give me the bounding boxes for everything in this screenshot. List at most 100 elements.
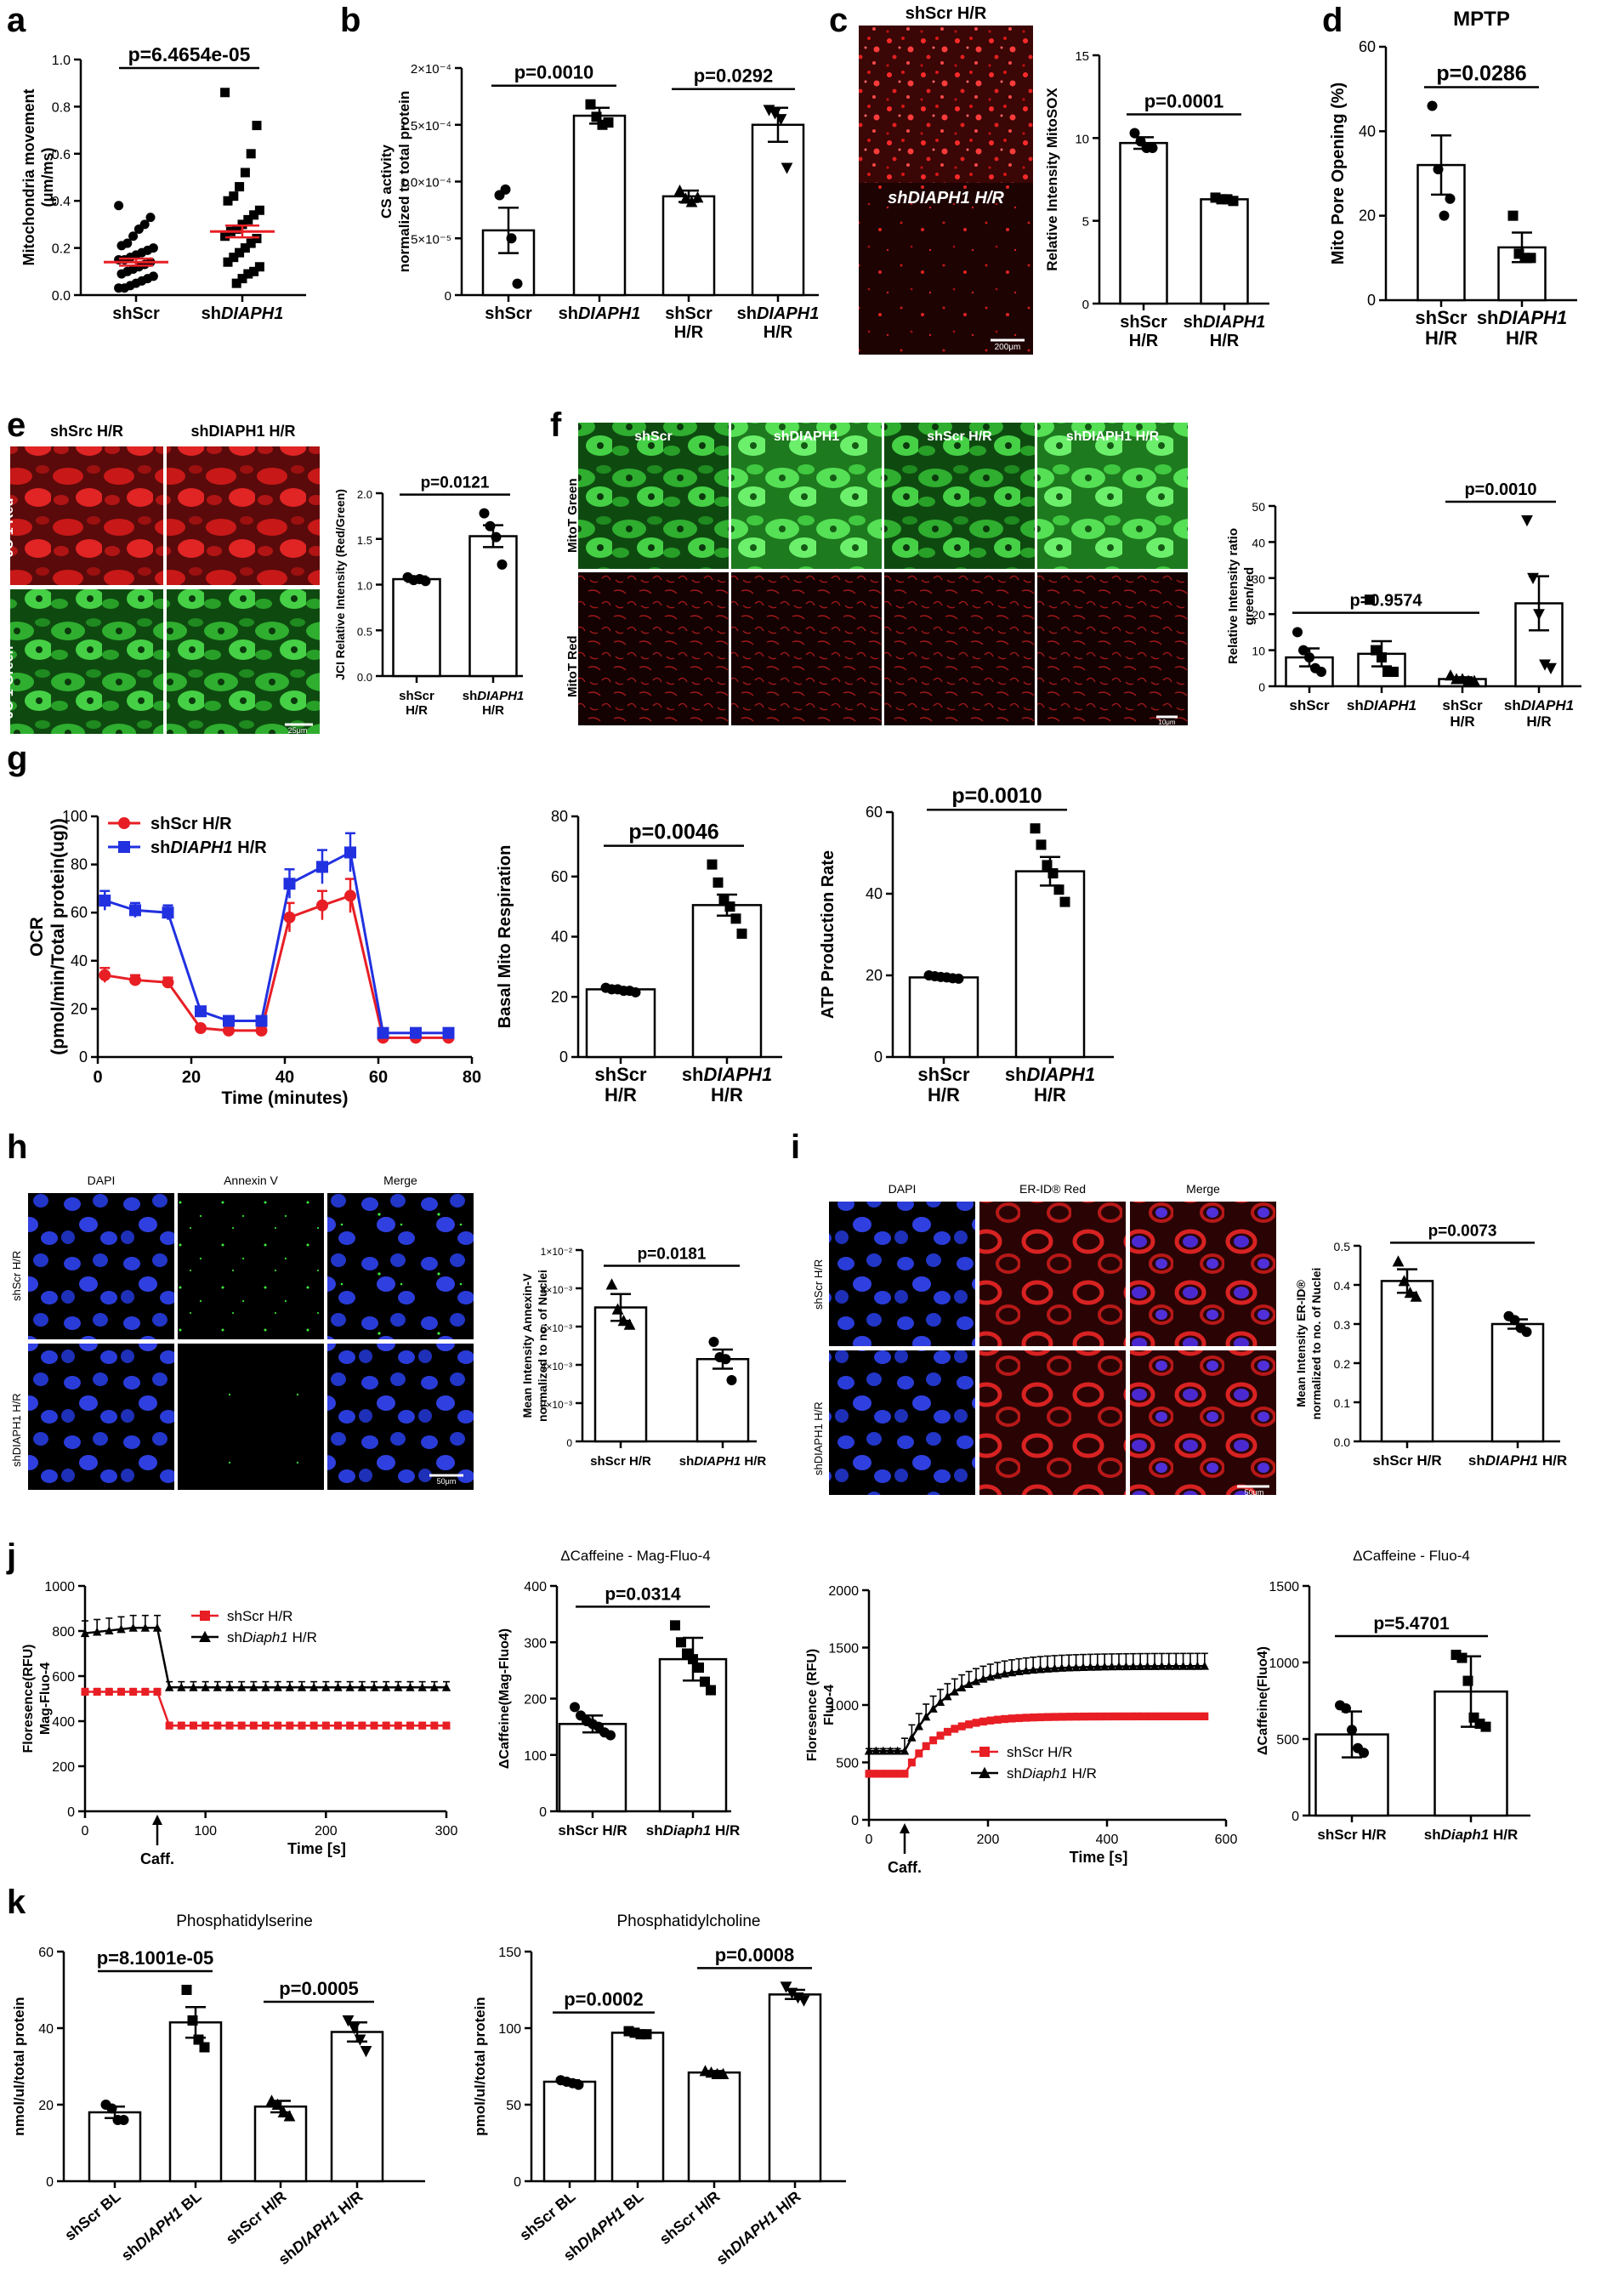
chart-j1-data-point bbox=[117, 1688, 125, 1696]
micro-i-r2c3 bbox=[1130, 1350, 1276, 1495]
micro-i-r2c2 bbox=[979, 1350, 1126, 1495]
panel-letter-g: g bbox=[7, 740, 28, 777]
chart-j3-data-point bbox=[1185, 1661, 1195, 1670]
chart-c-x-tick-label: shDIAPH1 bbox=[1184, 313, 1266, 332]
micro-f-r2c4 bbox=[1037, 572, 1188, 725]
micro-h-r2c1 bbox=[28, 1344, 174, 1490]
chart-j3-data-point bbox=[1136, 1713, 1144, 1721]
chart-j3-data-point bbox=[957, 1683, 967, 1691]
chart-c-x-tick-label: H/R bbox=[1129, 332, 1159, 350]
chart-d-y-label: Mito Pore Opening (%) bbox=[1329, 82, 1348, 264]
chart-b-y-tick-label: 1.5×10⁻⁴ bbox=[400, 119, 451, 134]
chart-g1-x-tick-label: 20 bbox=[182, 1068, 201, 1087]
chart-j3-legend-marker bbox=[979, 1747, 990, 1757]
chart-g1-data-point bbox=[283, 911, 296, 924]
chart-j3-y-label: Fluo-4 bbox=[822, 1685, 837, 1725]
chart-g1-data-point bbox=[344, 846, 356, 859]
chart-j3-data-point bbox=[1014, 1667, 1024, 1676]
chart-g2-x-tick-label: H/R bbox=[605, 1084, 637, 1105]
chart-j1-data-point bbox=[201, 1682, 210, 1691]
chart-f-data-point bbox=[1365, 594, 1375, 605]
chart-j3-data-point bbox=[1100, 1713, 1109, 1721]
panel-letter-j: j bbox=[7, 1537, 17, 1575]
chart-d-data-point bbox=[1433, 164, 1444, 175]
scalebar-label: 25μm bbox=[287, 726, 308, 735]
chart-f-data-point bbox=[1521, 514, 1533, 527]
chart-j1-data-point bbox=[394, 1682, 403, 1691]
chart-e-x-tick-label: H/R bbox=[406, 703, 428, 718]
chart-g2-y-tick-label: 0 bbox=[559, 1049, 568, 1066]
chart-j2-bar bbox=[558, 1723, 627, 1813]
chart-d-data-point bbox=[1439, 210, 1450, 221]
micro-e-r2c2 bbox=[167, 589, 320, 734]
chart-b-x-tick-label: H/R bbox=[764, 323, 793, 342]
chart-a: 0.0 0.2 0.4 0.6 0.8 1.0 Mitochondria movement(… bbox=[20, 43, 306, 323]
chart-j1-data-point bbox=[249, 1682, 258, 1691]
chart-h-data-point bbox=[623, 1318, 636, 1330]
image-row-label-i-1: shScr H/R bbox=[812, 1259, 825, 1310]
chart-j3-data-point bbox=[1001, 1715, 1009, 1724]
chart-j1-data-point bbox=[105, 1626, 114, 1634]
micro-e-r1c1 bbox=[10, 446, 163, 585]
chart-j3-data-point bbox=[943, 1728, 951, 1736]
chart-b-bar bbox=[751, 123, 805, 297]
chart-j3-legend-label: shDiaph1 H/R bbox=[1007, 1765, 1097, 1782]
chart-j2-x-tick-label: shScr H/R bbox=[558, 1822, 627, 1839]
chart-j2-data-point bbox=[605, 1730, 616, 1741]
chart-j3-data-point bbox=[951, 1725, 959, 1733]
chart-j2-title: ΔCaffeine - Mag-Fluo-4 bbox=[560, 1548, 710, 1564]
image-col-label-h-3: Merge bbox=[383, 1174, 417, 1187]
chart-j4-data-point bbox=[1347, 1725, 1357, 1736]
image-col-label-e-1: shSrc H/R bbox=[49, 423, 124, 440]
chart-h-y-label: normalized to no. of Nuclei bbox=[536, 1270, 549, 1422]
chart-g1-series-line bbox=[104, 850, 449, 1035]
micro-h-r1c3 bbox=[327, 1193, 474, 1339]
chart-j1-data-point bbox=[298, 1721, 306, 1730]
chart-e-bar bbox=[468, 535, 518, 678]
chart-j3-data-point bbox=[1036, 1713, 1045, 1722]
chart-j4-y-tick-label: 1000 bbox=[1269, 1657, 1299, 1671]
chart-j1-data-point bbox=[285, 1682, 295, 1691]
chart-j3-data-point bbox=[1157, 1661, 1167, 1670]
image-row-label-f-2: MitoT Red bbox=[565, 635, 580, 698]
chart-k2-y-tick-label: 150 bbox=[498, 1946, 521, 1960]
chart-k1-y-label: nmol/ul/total protein bbox=[11, 1997, 27, 2135]
chart-g1-data-point bbox=[162, 976, 174, 989]
panel-letter-h: h bbox=[7, 1128, 28, 1166]
chart-j3-data-point bbox=[1115, 1713, 1123, 1721]
chart-k1-x-tick-label: shScr H/R bbox=[223, 2188, 290, 2248]
scalebar-label: 50μm bbox=[1244, 1488, 1264, 1497]
chart-f-data-point bbox=[1545, 662, 1557, 674]
chart-a-data-point bbox=[249, 266, 259, 276]
chart-g1-data-point bbox=[283, 878, 296, 890]
chart-j1-data-point bbox=[105, 1688, 113, 1696]
chart-e-y-tick-label: 2.0 bbox=[357, 488, 372, 501]
image-col-label-f-2: shDIAPH1 bbox=[773, 429, 840, 444]
chart-j1-data-point bbox=[164, 1682, 174, 1691]
chart-g1-data-point bbox=[344, 889, 356, 902]
chart-d-y-tick-label: 20 bbox=[1359, 207, 1376, 224]
micro-f-r2c3 bbox=[884, 572, 1035, 725]
chart-g1-y-label: (pmol/min/Total protein(ug)) bbox=[48, 818, 68, 1054]
chart-j2-bar bbox=[658, 1657, 728, 1813]
chart-j3-data-point bbox=[1043, 1713, 1052, 1721]
image-col-label-e-2: shDIAPH1 H/R bbox=[190, 423, 296, 440]
chart-j3-data-point bbox=[1042, 1663, 1053, 1673]
chart-g3-x-tick-label: shDIAPH1 bbox=[1005, 1064, 1095, 1085]
chart-k1-bar bbox=[330, 2031, 384, 2183]
chart-j1-data-point bbox=[346, 1721, 355, 1730]
chart-j1-data-point bbox=[406, 1721, 414, 1730]
chart-g1-legend-label: shScr H/R bbox=[150, 815, 232, 833]
chart-i-p-value: p=0.0073 bbox=[1428, 1222, 1497, 1240]
chart-j3-data-point bbox=[1064, 1662, 1074, 1672]
chart-i-y-tick-label: 0.4 bbox=[1334, 1279, 1351, 1293]
chart-a-y-tick-label: 0.8 bbox=[52, 100, 71, 115]
chart-f-y-tick-label: 0 bbox=[1258, 680, 1265, 694]
chart-g1-x-tick-label: 60 bbox=[369, 1068, 388, 1087]
micro-f-r1c4 bbox=[1037, 423, 1188, 569]
chart-j4-y-label: ΔCaffeine(Fluo4) bbox=[1256, 1646, 1270, 1755]
chart-j3-data-point bbox=[871, 1746, 881, 1755]
chart-j1-data-point bbox=[261, 1682, 270, 1691]
image-col-label-f-1: shScr bbox=[634, 429, 673, 444]
chart-k2-y-label: pmol/ul/total protein bbox=[472, 1997, 488, 2135]
